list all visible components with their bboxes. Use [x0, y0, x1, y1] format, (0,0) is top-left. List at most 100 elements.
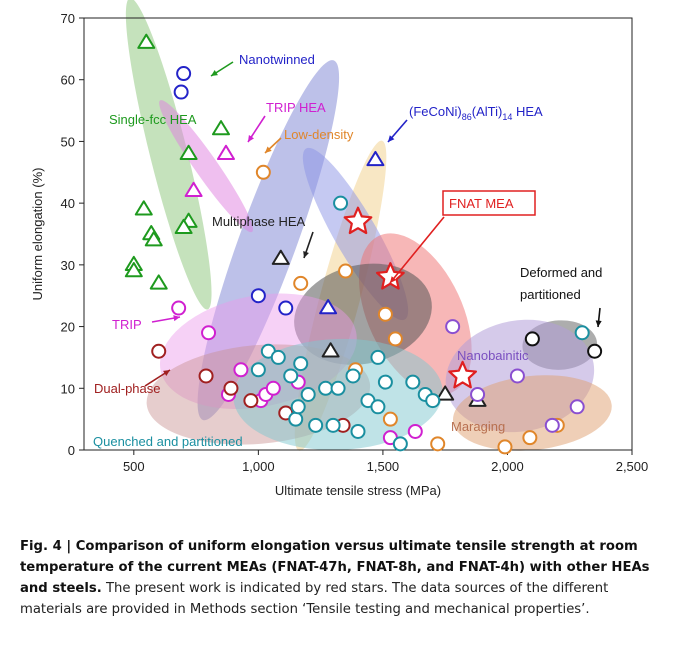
scatter-chart: 500 1,000 1,500 2,000 2,500 0 10 20 30 40 50 60 70 Ul…	[30, 0, 648, 498]
point-dual-phase	[151, 343, 167, 359]
y-tick-label: 10	[61, 381, 75, 396]
point-quenched-and-partitioned	[270, 349, 286, 365]
label-arrowhead	[248, 135, 254, 142]
label-single-fcc-hea: Single-fcc HEA	[109, 112, 197, 127]
label-deformed-and: Deformed and	[520, 265, 602, 280]
point-quenched-and-partitioned	[288, 411, 304, 427]
label-nanobainitic: Nanobainitic	[457, 348, 529, 363]
point-low-density	[338, 263, 354, 279]
point-nanobainitic	[445, 319, 461, 335]
point-quenched-and-partitioned	[405, 374, 421, 390]
point-nanotwinned	[250, 288, 266, 304]
point-quenched-and-partitioned	[308, 417, 324, 433]
point-single-fcc-hea	[134, 200, 153, 216]
point-low-density	[293, 275, 309, 291]
x-tick-label: 1,000	[242, 459, 275, 474]
axes: 500 1,000 1,500 2,000 2,500 0 10 20 30 40 50 60 70 Ul…	[30, 11, 648, 498]
point-trip	[201, 325, 217, 341]
point-nanotwinned	[176, 66, 192, 82]
y-tick-label: 70	[61, 11, 75, 26]
figure-caption: Fig. 4 | Comparison of uniform elongatio…	[20, 536, 670, 620]
y-tick-label: 60	[61, 73, 75, 88]
x-tick-label: 500	[123, 459, 145, 474]
label-fnat-mea: FNAT MEA	[449, 196, 514, 211]
plot-frame	[83, 17, 633, 451]
point-quenched-and-partitioned	[300, 386, 316, 402]
x-axis-title: Ultimate tensile stress (MPa)	[275, 483, 441, 498]
y-tick-label: 40	[61, 196, 75, 211]
point-deformed-and-partitioned	[524, 331, 540, 347]
points-layer	[124, 33, 603, 455]
point-quenched-and-partitioned	[293, 356, 309, 372]
point-quenched-and-partitioned	[333, 195, 349, 211]
point-quenched-and-partitioned	[283, 368, 299, 384]
label-deformed-and-line2: partitioned	[520, 287, 581, 302]
label-feconi-alti-hea: (FeCoNi)86(AlTi)14 HEA	[409, 104, 543, 122]
point-feconi-86-alti-14-hea	[319, 299, 338, 315]
point-single-fcc-hea	[212, 120, 230, 136]
label-low-density: Low-density	[284, 127, 354, 142]
region-maraging	[452, 375, 612, 451]
point-quenched-and-partitioned	[250, 362, 266, 378]
label-arrowhead	[265, 146, 272, 153]
point-feconi-86-alti-14-hea	[366, 150, 385, 167]
y-tick-label: 0	[68, 443, 75, 458]
point-nanobainitic	[470, 386, 486, 402]
label-dual-phase: Dual-phase	[94, 381, 161, 396]
region-nanotwinned	[197, 60, 340, 421]
label-nanotwinned: Nanotwinned	[239, 52, 315, 67]
point-quenched-and-partitioned	[330, 380, 346, 396]
point-nanobainitic	[569, 399, 585, 415]
point-fnat-mea	[448, 360, 477, 389]
label-arrowhead	[303, 251, 309, 258]
point-deformed-and-partitioned	[587, 343, 603, 359]
caption-bold: Fig. 4 | Comparison of uniform elongatio…	[20, 539, 650, 596]
label-arrowhead	[388, 135, 395, 142]
point-single-fcc-hea	[137, 33, 156, 49]
label-box	[442, 190, 536, 216]
point-quenched-and-partitioned	[377, 374, 393, 390]
y-tick-label: 20	[61, 320, 75, 335]
x-tick-label: 1,500	[367, 459, 400, 474]
label-trip: TRIP	[112, 317, 142, 332]
point-single-fcc-hea	[174, 218, 193, 235]
x-tick-label: 2,500	[616, 459, 649, 474]
labels-layer: Single-fcc HEA Nanotwinned TRIP HEA Low-den…	[93, 52, 602, 449]
point-low-density	[497, 439, 513, 455]
label-maraging: Maraging	[451, 419, 505, 434]
point-dual-phase	[198, 368, 214, 384]
y-tick-label: 30	[61, 258, 75, 273]
label-quenched-and-partitioned: Quenched and partitioned	[93, 434, 243, 449]
point-nanotwinned	[278, 300, 294, 316]
point-quenched-and-partitioned	[350, 423, 366, 439]
point-fnat-mea	[343, 206, 373, 235]
point-trip-hea	[216, 144, 235, 160]
point-low-density	[255, 164, 271, 180]
point-multiphase-hea	[436, 385, 455, 401]
point-quenched-and-partitioned	[370, 349, 386, 365]
x-tick-label: 2,000	[491, 459, 524, 474]
point-trip	[171, 300, 187, 316]
point-quenched-and-partitioned	[345, 368, 361, 384]
point-dual-phase	[223, 380, 239, 396]
point-low-density	[382, 411, 398, 427]
label-arrowhead	[173, 315, 180, 322]
caption-rest: The present work is indicated by red sta…	[20, 581, 609, 617]
point-low-density	[377, 306, 393, 322]
point-quenched-and-partitioned	[325, 417, 341, 433]
point-single-fcc-hea	[179, 144, 198, 160]
label-arrowhead	[595, 320, 602, 327]
point-quenched-and-partitioned	[370, 399, 386, 415]
point-low-density	[522, 430, 538, 446]
point-single-fcc-hea	[149, 274, 168, 290]
point-nanobainitic	[509, 368, 525, 384]
point-multiphase-hea	[271, 249, 290, 265]
point-trip	[265, 380, 281, 396]
point-quenched-and-partitioned	[290, 399, 306, 415]
label-arrowhead	[211, 70, 218, 76]
point-single-fcc-hea	[144, 231, 163, 247]
point-nanobainitic	[544, 417, 560, 433]
point-dual-phase	[243, 393, 259, 409]
label-arrowhead	[390, 276, 397, 283]
point-trip-hea	[184, 181, 203, 197]
